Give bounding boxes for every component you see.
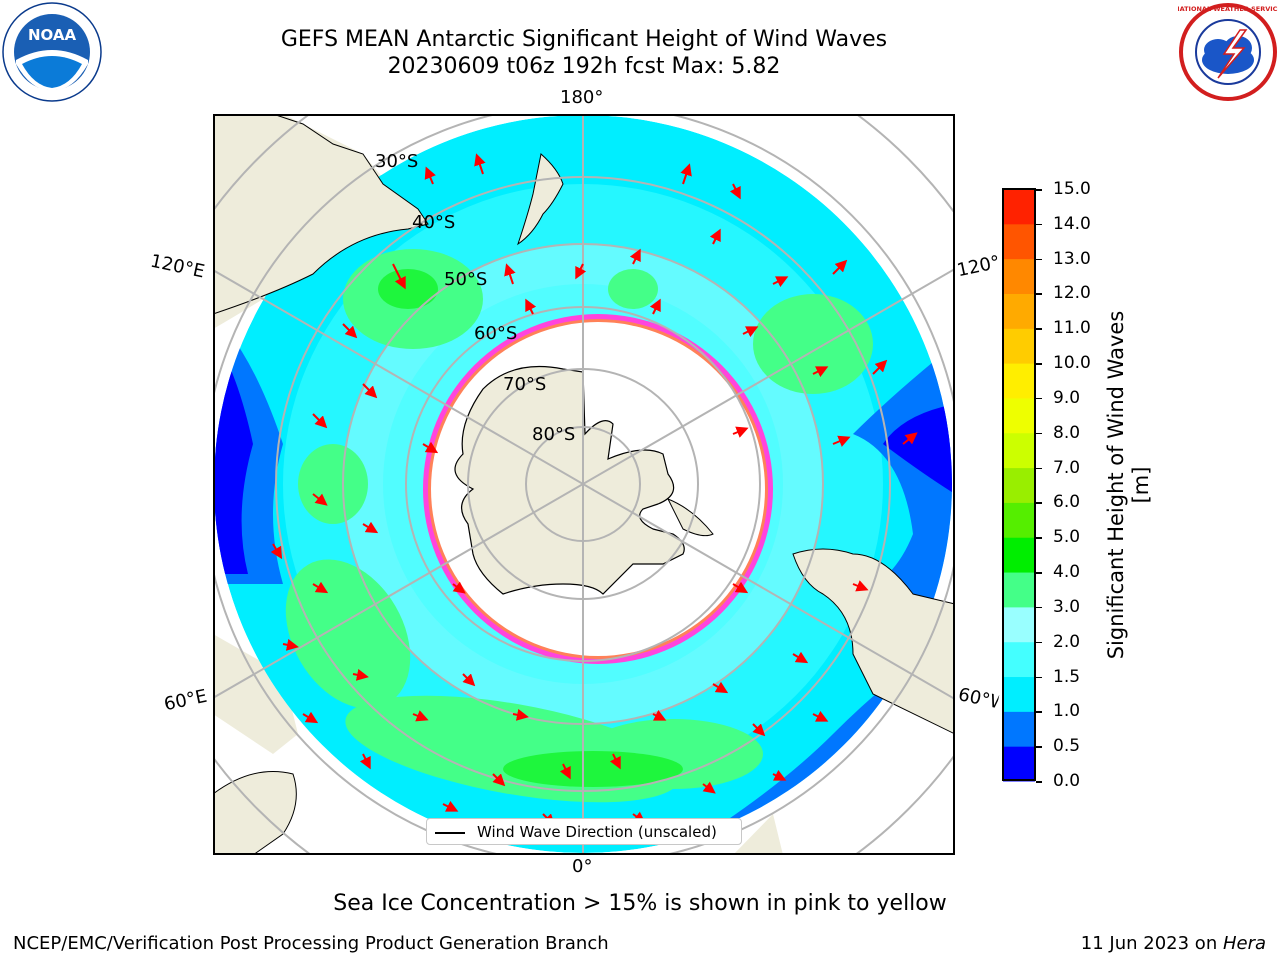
- colorbar-tick-label: 8.0: [1053, 422, 1081, 443]
- colorbar-tick-mark: [1036, 606, 1042, 609]
- colorbar-tick-label: 9.0: [1053, 387, 1081, 408]
- wind-wave-arrows: [270, 153, 918, 827]
- colorbar-cell: [1003, 223, 1035, 260]
- colorbar-tick-mark: [1036, 641, 1042, 644]
- map-svg: [122, 14, 1044, 955]
- chart-subtitle: 20230609 t06z 192h fcst Max: 5.82: [387, 54, 781, 79]
- colorbar-cell: [1003, 189, 1035, 225]
- lat-label-60s: 60°S: [474, 323, 518, 344]
- antarctica: [454, 366, 685, 595]
- colorbar-cell: [1003, 606, 1035, 643]
- colorbar-cell: [1003, 502, 1035, 538]
- colorbar-cell: [1003, 746, 1035, 782]
- colorbar-tick-label: 7.0: [1053, 457, 1081, 478]
- lon-label-0: 0°: [572, 856, 593, 877]
- lon-label-120e: 120°E: [148, 250, 207, 283]
- colorbar-cell: [1003, 537, 1035, 573]
- colorbar-cell: [1003, 397, 1035, 434]
- colorbar-tick-mark: [1036, 502, 1042, 504]
- colorbar-tick-mark: [1036, 746, 1042, 748]
- footer-host: Hera: [1222, 933, 1266, 954]
- lat-label-30s: 30°S: [375, 151, 419, 172]
- colorbar-cell: [1003, 572, 1035, 608]
- colorbar-tick-label: 1.5: [1053, 666, 1081, 687]
- colorbar-tick-mark: [1036, 258, 1042, 261]
- sea-ice-caption: Sea Ice Concentration > 15% is shown in …: [333, 891, 947, 916]
- africa: [212, 771, 297, 856]
- colorbar-tick-mark: [1036, 572, 1042, 574]
- noaa-logo-text: NOAA: [28, 26, 77, 44]
- map-panel: Wind Wave Direction (unscaled): [122, 14, 1044, 955]
- colorbar-tick-mark: [1036, 781, 1042, 783]
- colorbar-tick-label: 3.0: [1053, 596, 1081, 617]
- legend-line-icon: [435, 832, 465, 834]
- lat-label-70s: 70°S: [503, 374, 547, 395]
- footer-branch: NCEP/EMC/Verification Post Processing Pr…: [13, 933, 609, 954]
- footer-date: 11 Jun 2023 on Hera: [1080, 933, 1266, 954]
- colorbar-tick-label: 15.0: [1053, 179, 1091, 199]
- colorbar-cell: [1003, 711, 1035, 747]
- colorbar-tick-mark: [1036, 328, 1042, 330]
- nws-logo: NATIONAL WEATHER SERVICE: [1178, 3, 1278, 101]
- colorbar-tick-label: 6.0: [1053, 492, 1081, 513]
- colorbar-cell: [1003, 432, 1035, 469]
- colorbar-tick-mark: [1036, 293, 1042, 295]
- colorbar-cell: [1003, 676, 1035, 712]
- colorbar-tick-label: 2.0: [1053, 631, 1081, 652]
- colorbar-cell: [1003, 293, 1035, 329]
- colorbar-tick-label: 11.0: [1053, 318, 1091, 339]
- colorbar-tick-label: 13.0: [1053, 248, 1091, 269]
- colorbar-tick-mark: [1036, 537, 1042, 539]
- australia: [212, 113, 429, 315]
- lat-label-80s: 80°S: [532, 424, 576, 445]
- colorbar-tick-mark: [1036, 223, 1042, 226]
- colorbar-tick-mark: [1036, 363, 1042, 365]
- colorbar-tick-label: 12.0: [1053, 283, 1091, 304]
- lon-label-120w: 120°: [955, 251, 1002, 282]
- colorbar-tick-label: 0.5: [1053, 736, 1081, 757]
- lon-label-180: 180°: [560, 87, 604, 108]
- lat-label-40s: 40°S: [412, 212, 456, 233]
- colorbar-tick-mark: [1036, 467, 1042, 470]
- land-masses: [212, 113, 956, 856]
- colorbar-tick-mark: [1036, 397, 1042, 400]
- colorbar-tick-label: 5.0: [1053, 527, 1081, 548]
- colorbar-tick-mark: [1036, 676, 1042, 679]
- colorbar-tick-mark: [1036, 711, 1042, 713]
- colorbar-cell: [1003, 641, 1035, 678]
- colorbar-tick-mark: [1036, 432, 1042, 435]
- new-zealand: [517, 153, 564, 246]
- map-legend: Wind Wave Direction (unscaled): [426, 818, 742, 845]
- colorbar-tick-mark: [1036, 189, 1042, 191]
- colorbar-cell: [1003, 363, 1035, 399]
- colorbar-tick-label: 10.0: [1053, 353, 1091, 374]
- colorbar: [1002, 188, 1036, 782]
- nws-logo-text: NATIONAL WEATHER SERVICE: [1178, 5, 1278, 13]
- south-america: [792, 548, 956, 735]
- colorbar-tick-label: 4.0: [1053, 562, 1081, 583]
- lon-label-60e: 60°E: [162, 685, 209, 716]
- lon-label-60w: 60°W: [956, 685, 1000, 713]
- noaa-logo: NOAA: [2, 2, 102, 102]
- colorbar-label: Significant Height of Wind Waves [m]: [1104, 310, 1153, 660]
- legend-label: Wind Wave Direction (unscaled): [477, 823, 717, 841]
- colorbar-cell: [1003, 258, 1035, 294]
- colorbar-cell: [1003, 328, 1035, 364]
- colorbar-tick-label: 14.0: [1053, 213, 1091, 234]
- ocean-disc: [214, 115, 952, 853]
- colorbar-tick-label: 0.0: [1053, 771, 1081, 791]
- chart-title: GEFS MEAN Antarctic Significant Height o…: [280, 27, 888, 52]
- colorbar-cell: [1003, 467, 1035, 503]
- lat-label-50s: 50°S: [444, 269, 488, 290]
- colorbar-tick-label: 1.0: [1053, 701, 1081, 722]
